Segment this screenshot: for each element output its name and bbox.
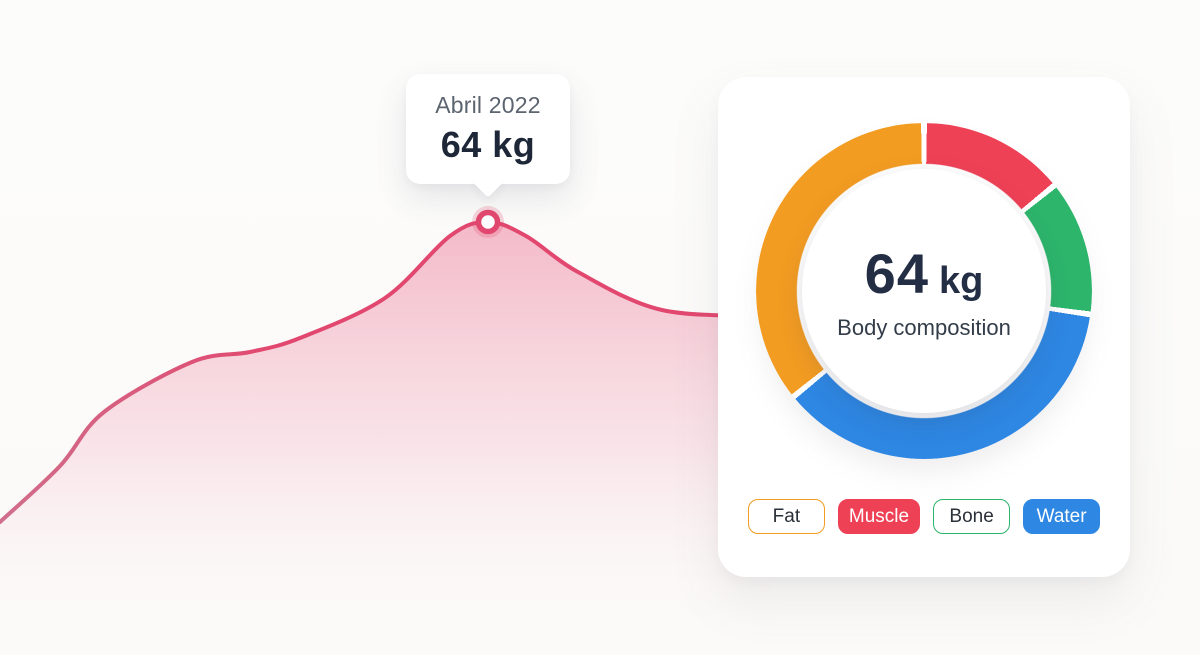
tooltip-date: Abril 2022 (435, 92, 541, 118)
data-point-marker[interactable] (475, 209, 501, 235)
legend: Fat Muscle Bone Water (718, 499, 1130, 534)
donut-center: 64 kg Body composition (802, 169, 1046, 413)
body-composition-card: 64 kg Body composition Fat Muscle Bone W… (718, 77, 1130, 577)
legend-chip-bone[interactable]: Bone (933, 499, 1011, 534)
center-weight: 64 kg (865, 241, 984, 306)
donut-chart: 64 kg Body composition (756, 123, 1092, 459)
weight-trend-chart[interactable] (0, 0, 770, 655)
trend-line (0, 219, 770, 524)
legend-chip-fat[interactable]: Fat (747, 499, 825, 534)
legend-chip-muscle[interactable]: Muscle (837, 499, 921, 534)
center-weight-value: 64 (864, 242, 929, 305)
center-weight-unit: kg (938, 260, 984, 302)
tooltip-value: 64 kg (440, 124, 536, 165)
trend-area-fill (0, 222, 770, 655)
chart-tooltip: Abril 2022 64 kg (406, 74, 570, 198)
legend-chip-water[interactable]: Water (1023, 499, 1101, 534)
center-label: Body composition (837, 315, 1011, 340)
